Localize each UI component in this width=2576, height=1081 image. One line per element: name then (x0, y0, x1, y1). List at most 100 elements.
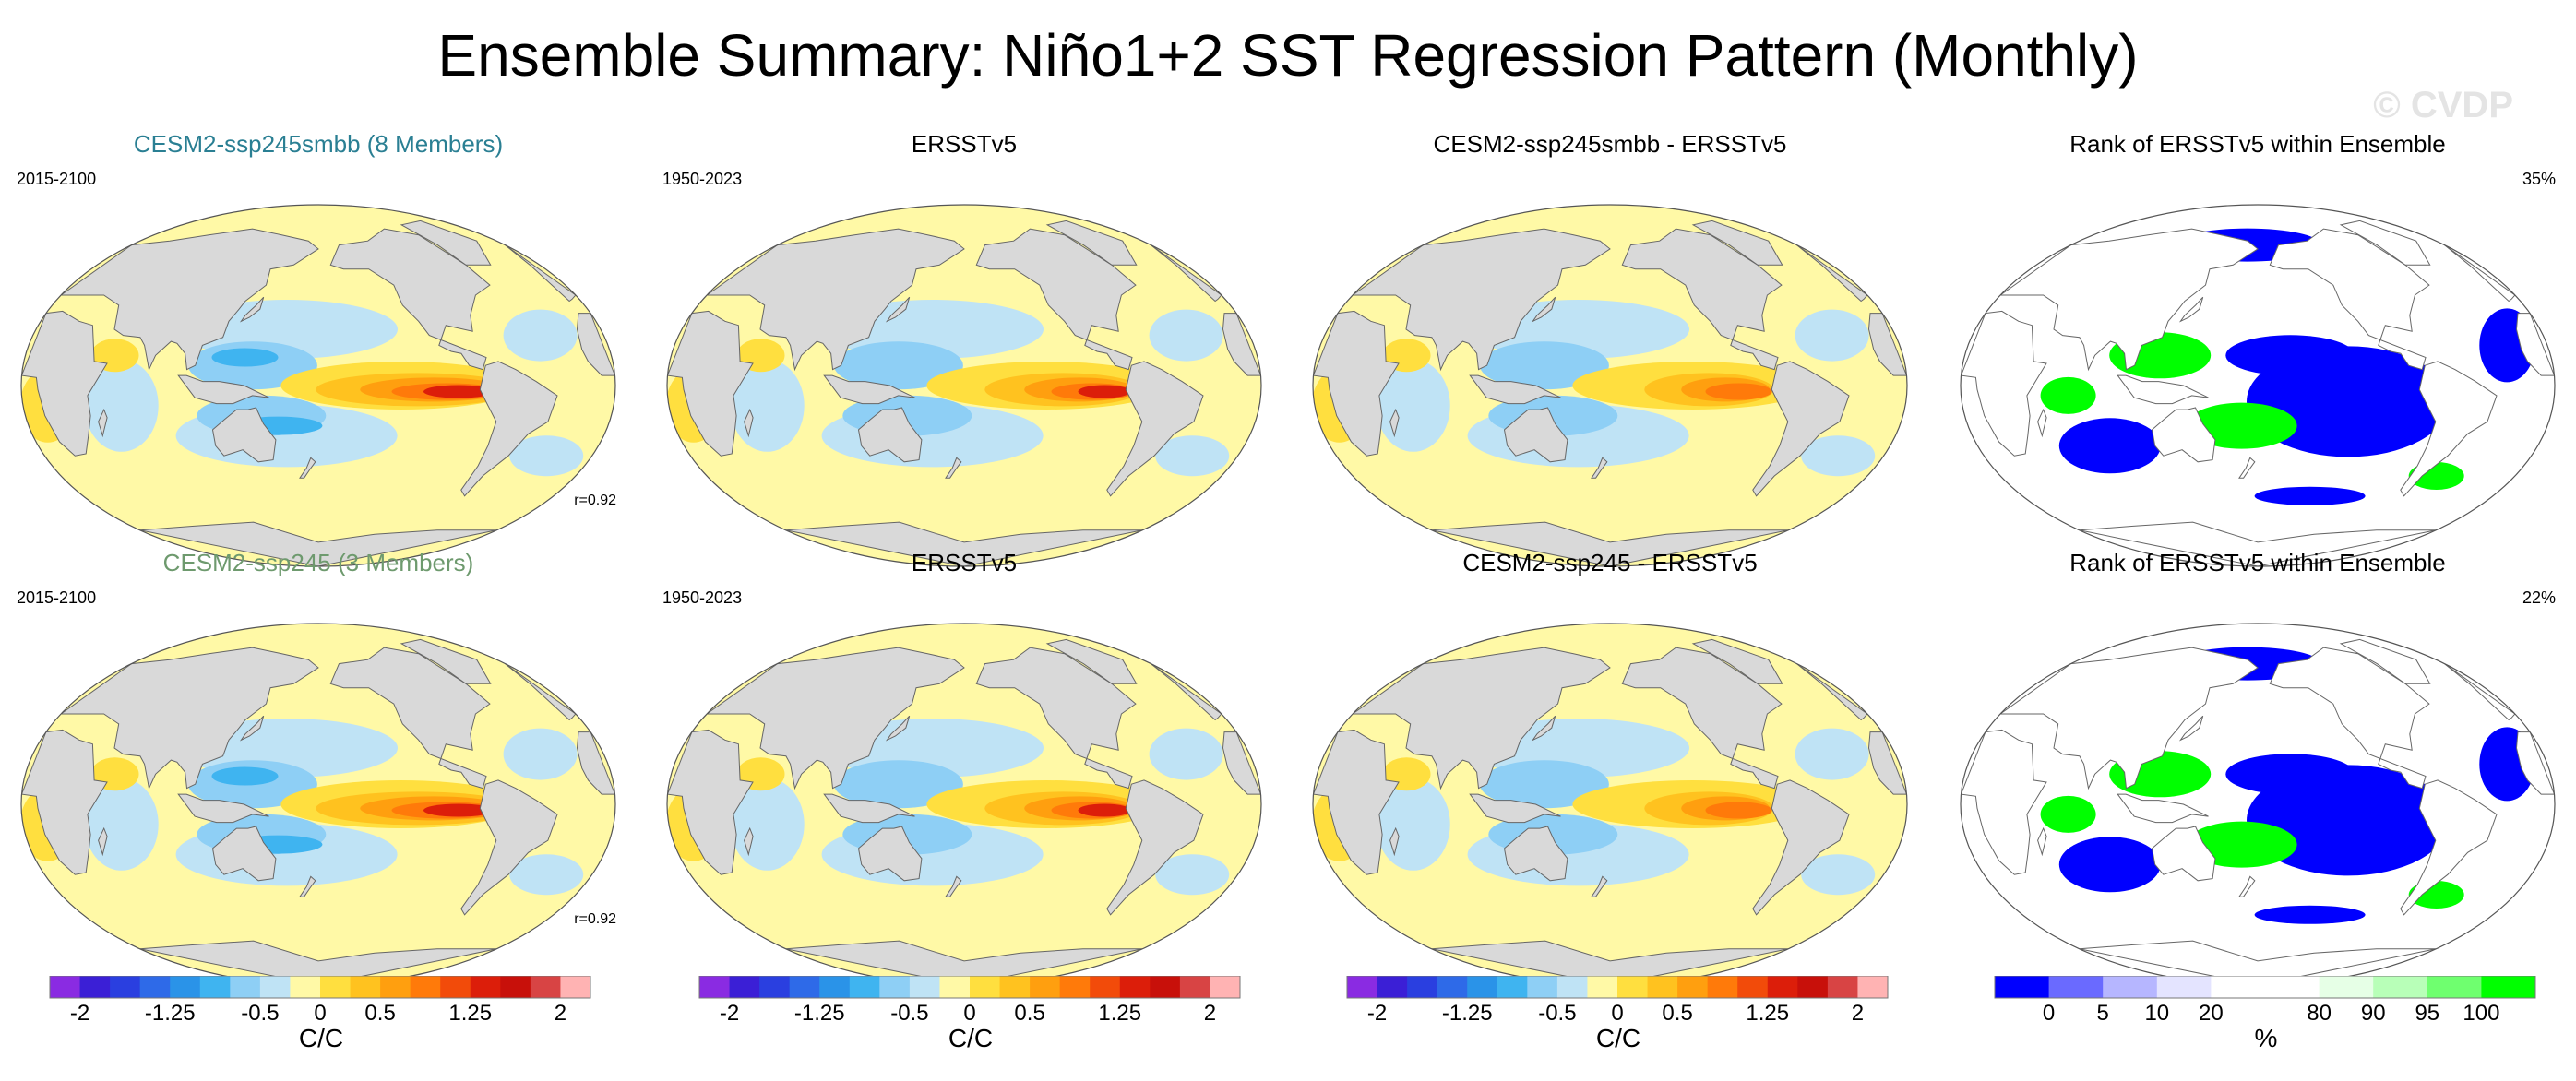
colorbar-tick-label: -2 (70, 1001, 89, 1022)
colorbar-swatch (1179, 976, 1210, 998)
colorbar-units: C/C (1595, 1024, 1641, 1052)
colorbar-swatches: 0 5 10 20 80 90 95 100 (1994, 976, 2536, 1022)
colorbar-swatch (110, 976, 141, 998)
colorbar-swatch (79, 976, 111, 998)
land-south-america (1752, 361, 1850, 497)
cool-anomaly-south-atlantic (1155, 854, 1230, 896)
colorbar-swatch (2211, 976, 2266, 998)
colorbar-tick-label: 100 (2463, 1001, 2499, 1022)
colorbar-tick-label: -1.25 (145, 1001, 196, 1022)
panel-rank-smbb: Rank of ERSSTv5 within Ensemble 35% (1939, 129, 2576, 567)
colorbar-swatch (1587, 976, 1618, 998)
colorbar-tick-label: 0.5 (364, 1001, 395, 1022)
colorbar-tick-label: 80 (2307, 1001, 2332, 1022)
colorbar-units: C/C (298, 1024, 344, 1052)
rank-low-north-pacific (2225, 335, 2355, 376)
land-new-zealand (1591, 457, 1608, 479)
land-japan (885, 715, 911, 742)
land-eurasia (705, 647, 965, 790)
colorbar-swatch (2373, 976, 2428, 998)
pattern-correlation: r=0.92 (574, 493, 616, 508)
cool-anomaly-west-pacific (1479, 760, 1609, 809)
cool-anomaly-south-atlantic (1801, 854, 1876, 896)
land-madagascar (2037, 408, 2047, 438)
panel-obs-2: ERSSTv5 1950-2023 (646, 548, 1282, 986)
colorbar-tick-label: 90 (2361, 1001, 2386, 1022)
colorbar-swatch (259, 976, 291, 998)
cool-anomaly-north-atlantic (1149, 728, 1223, 780)
land-eurasia (1998, 647, 2259, 790)
panel-title: CESM2-ssp245smbb - ERSSTv5 (1433, 130, 1787, 158)
colorbar-swatch (819, 976, 851, 998)
land-australia (857, 826, 923, 882)
colorbar-swatch (1707, 976, 1738, 998)
land-indonesia (177, 793, 269, 824)
colorbar-swatch (1767, 976, 1798, 998)
map-field (21, 205, 615, 566)
colorbar-tick-label: 0.5 (1014, 1001, 1044, 1022)
land-africa-east (21, 729, 108, 875)
cool-anomaly-core-north (211, 766, 279, 786)
colorbar-tick-label: 0 (963, 1001, 975, 1022)
colorbar-swatch (1030, 976, 1061, 998)
panel-ensemble-ssp245: CESM2-ssp245 (3 Members) 2015-2100 r=0.9… (0, 548, 637, 986)
panel-period: 2015-2100 (17, 170, 97, 188)
land-south-america (1752, 779, 1850, 916)
warm-tongue-core (1705, 802, 1772, 819)
land-africa-west (576, 731, 615, 795)
land-africa-west (2515, 313, 2555, 376)
colorbar-tick-label: 1.25 (448, 1001, 492, 1022)
land-antarctica (785, 521, 1143, 566)
land-australia (211, 407, 277, 463)
map-border (1312, 204, 1908, 567)
panel-obs-1: ERSSTv5 1950-2023 (646, 129, 1282, 567)
land-africa-west (1222, 731, 1261, 795)
colorbar-swatch (320, 976, 352, 998)
land-eurasia (1998, 228, 2259, 372)
rank-map (1960, 623, 2556, 986)
colorbar-swatch (1527, 976, 1558, 998)
panel-title: Rank of ERSSTv5 within Ensemble (2069, 130, 2446, 158)
land-south-america (460, 779, 558, 916)
land-japan (1531, 296, 1556, 323)
colorbar-swatch (879, 976, 911, 998)
colorbar-swatch (139, 976, 171, 998)
land-australia (2151, 826, 2216, 882)
colorbar-tick-label: -1.25 (794, 1001, 845, 1022)
land-europe (505, 663, 577, 721)
map-field (667, 624, 1261, 985)
colorbar-swatch (1119, 976, 1151, 998)
colorbar-swatch (849, 976, 880, 998)
colorbar-swatch (1150, 976, 1181, 998)
land-new-zealand (945, 875, 962, 897)
colorbar-swatch (1797, 976, 1829, 998)
colorbar-swatch (50, 976, 81, 998)
colorbar-tick-label: 1.25 (1746, 1001, 1789, 1022)
colorbar-swatch (1059, 976, 1091, 998)
land-eurasia (1351, 228, 1611, 372)
land-indonesia (1469, 793, 1561, 824)
land-africa-east (667, 729, 754, 875)
panel-title: ERSSTv5 (911, 549, 1018, 576)
land-north-america (329, 228, 491, 371)
difference-map (1312, 623, 1908, 986)
colorbar-tick-label: 0 (1611, 1001, 1623, 1022)
colorbar-tick-label: -0.5 (241, 1001, 279, 1022)
land-africa-west (576, 313, 615, 376)
rank-high-south-pacific (2186, 821, 2297, 868)
land-antarctica (1431, 940, 1789, 985)
colorbar-sst-1: -2 -1.25 -0.5 0 0.5 1.25 2 C/C (44, 976, 598, 1059)
land-antarctica (139, 940, 497, 985)
land-africa-west (2515, 731, 2555, 795)
figure-title: Ensemble Summary: Niño1+2 SST Regression… (437, 22, 2139, 89)
land-africa-east (1961, 310, 2047, 457)
warm-tongue-peak (1078, 803, 1131, 817)
colorbar-swatch (350, 976, 381, 998)
rank-high-indian-ocean (2040, 795, 2096, 833)
land-greenland (400, 220, 492, 266)
land-eurasia (59, 228, 319, 372)
land-greenland (1691, 220, 1783, 266)
land-indonesia (2117, 374, 2209, 405)
colorbar-swatch (2427, 976, 2482, 998)
cool-anomaly-north-atlantic (503, 728, 578, 780)
